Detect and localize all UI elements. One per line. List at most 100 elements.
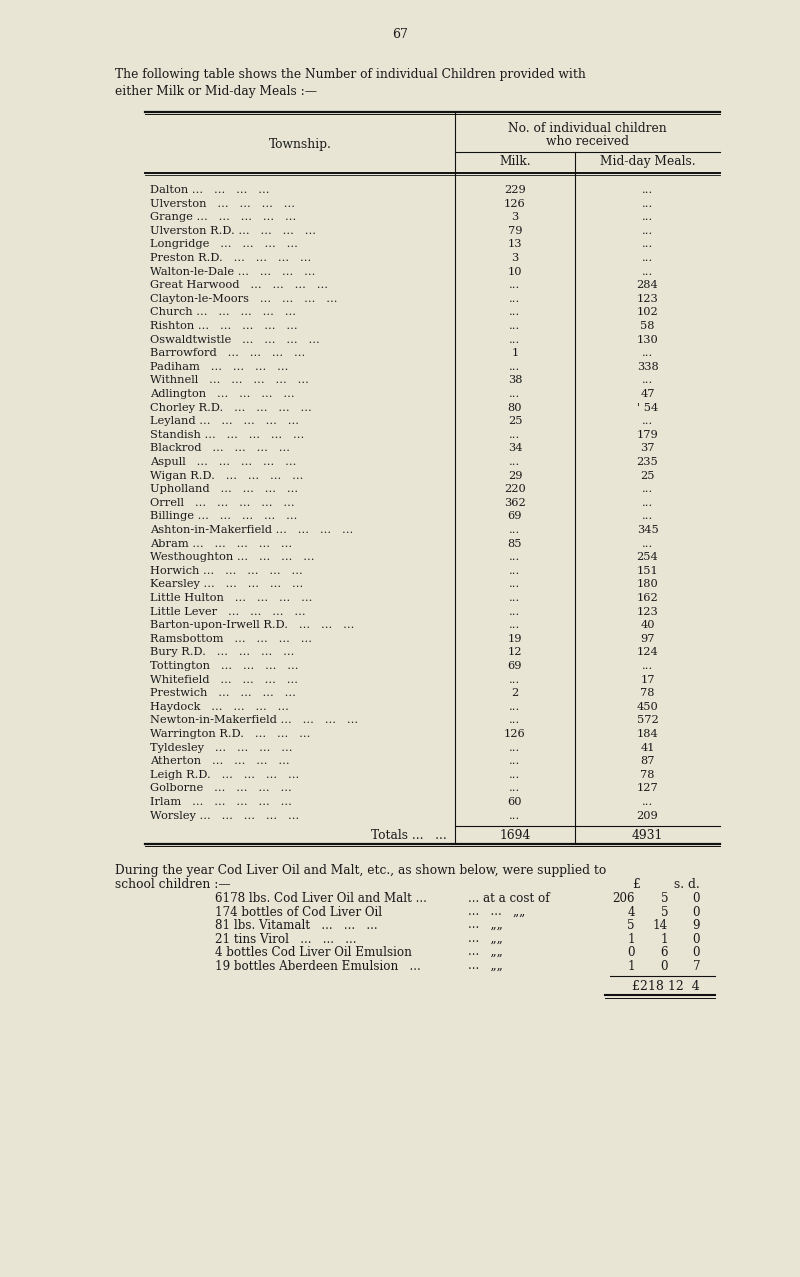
Text: 102: 102 <box>637 308 658 318</box>
Text: Newton-in-Makerfield ...   ...   ...   ...: Newton-in-Makerfield ... ... ... ... <box>150 715 358 725</box>
Text: 362: 362 <box>504 498 526 508</box>
Text: Bury R.D.   ...   ...   ...   ...: Bury R.D. ... ... ... ... <box>150 647 294 658</box>
Text: Tyldesley   ...   ...   ...   ...: Tyldesley ... ... ... ... <box>150 743 293 752</box>
Text: ...: ... <box>642 416 653 427</box>
Text: Warrington R.D.   ...   ...   ...: Warrington R.D. ... ... ... <box>150 729 310 739</box>
Text: 60: 60 <box>508 797 522 807</box>
Text: ...: ... <box>510 552 521 562</box>
Text: 5: 5 <box>627 919 635 932</box>
Text: ...: ... <box>510 430 521 439</box>
Text: 4 bottles Cod Liver Oil Emulsion: 4 bottles Cod Liver Oil Emulsion <box>215 946 412 959</box>
Text: Barton-upon-Irwell R.D.   ...   ...   ...: Barton-upon-Irwell R.D. ... ... ... <box>150 621 354 631</box>
Text: 85: 85 <box>508 539 522 549</box>
Text: Little Lever   ...   ...   ...   ...: Little Lever ... ... ... ... <box>150 607 306 617</box>
Text: No. of individual children: No. of individual children <box>508 123 667 135</box>
Text: 220: 220 <box>504 484 526 494</box>
Text: Ramsbottom   ...   ...   ...   ...: Ramsbottom ... ... ... ... <box>150 633 312 644</box>
Text: 0: 0 <box>693 946 700 959</box>
Text: 0: 0 <box>693 932 700 946</box>
Text: ...: ... <box>510 321 521 331</box>
Text: ...   „„: ... „„ <box>468 960 502 973</box>
Text: 1: 1 <box>627 960 635 973</box>
Text: 78: 78 <box>640 770 654 780</box>
Text: ...: ... <box>642 267 653 277</box>
Text: Prestwich   ...   ...   ...   ...: Prestwich ... ... ... ... <box>150 688 296 699</box>
Text: ...: ... <box>510 525 521 535</box>
Text: ' 54: ' 54 <box>637 402 658 412</box>
Text: ...: ... <box>642 375 653 386</box>
Text: either Milk or Mid-day Meals :—: either Milk or Mid-day Meals :— <box>115 86 317 98</box>
Text: Worsley ...   ...   ...   ...   ...: Worsley ... ... ... ... ... <box>150 811 299 821</box>
Text: ...: ... <box>510 811 521 821</box>
Text: 1: 1 <box>511 349 518 359</box>
Text: 284: 284 <box>637 280 658 290</box>
Text: 0: 0 <box>661 960 668 973</box>
Text: 3: 3 <box>511 253 518 263</box>
Text: ...: ... <box>642 484 653 494</box>
Text: ...: ... <box>510 674 521 684</box>
Text: 69: 69 <box>508 661 522 670</box>
Text: 9: 9 <box>693 919 700 932</box>
Text: ...: ... <box>510 743 521 752</box>
Text: ...: ... <box>510 580 521 590</box>
Text: 97: 97 <box>640 633 654 644</box>
Text: 1: 1 <box>660 932 668 946</box>
Text: The following table shows the Number of individual Children provided with: The following table shows the Number of … <box>115 68 586 80</box>
Text: 126: 126 <box>504 199 526 208</box>
Text: ...   „„: ... „„ <box>468 932 502 946</box>
Text: Preston R.D.   ...   ...   ...   ...: Preston R.D. ... ... ... ... <box>150 253 311 263</box>
Text: 2: 2 <box>511 688 518 699</box>
Text: ...: ... <box>510 621 521 631</box>
Text: Ashton-in-Makerfield ...   ...   ...   ...: Ashton-in-Makerfield ... ... ... ... <box>150 525 354 535</box>
Text: Wigan R.D.   ...   ...   ...   ...: Wigan R.D. ... ... ... ... <box>150 471 303 480</box>
Text: 12: 12 <box>508 647 522 658</box>
Text: Totals ...   ...: Totals ... ... <box>371 829 447 843</box>
Text: 1694: 1694 <box>499 829 530 843</box>
Text: ...: ... <box>642 185 653 195</box>
Text: ...   „„: ... „„ <box>468 919 502 932</box>
Text: Orrell   ...   ...   ...   ...   ...: Orrell ... ... ... ... ... <box>150 498 294 508</box>
Text: Blackrod   ...   ...   ...   ...: Blackrod ... ... ... ... <box>150 443 290 453</box>
Text: Irlam   ...   ...   ...   ...   ...: Irlam ... ... ... ... ... <box>150 797 292 807</box>
Text: ...   „„: ... „„ <box>468 946 502 959</box>
Text: Golborne   ...   ...   ...   ...: Golborne ... ... ... ... <box>150 783 292 793</box>
Text: 79: 79 <box>508 226 522 236</box>
Text: Walton-le-Dale ...   ...   ...   ...: Walton-le-Dale ... ... ... ... <box>150 267 315 277</box>
Text: 41: 41 <box>640 743 654 752</box>
Text: 69: 69 <box>508 511 522 521</box>
Text: ...: ... <box>510 770 521 780</box>
Text: ...: ... <box>510 389 521 398</box>
Text: 123: 123 <box>637 607 658 617</box>
Text: Little Hulton   ...   ...   ...   ...: Little Hulton ... ... ... ... <box>150 593 312 603</box>
Text: 3: 3 <box>511 212 518 222</box>
Text: 25: 25 <box>640 471 654 480</box>
Text: £218 12  4: £218 12 4 <box>632 981 700 994</box>
Text: 4: 4 <box>627 905 635 918</box>
Text: Clayton-le-Moors   ...   ...   ...   ...: Clayton-le-Moors ... ... ... ... <box>150 294 338 304</box>
Text: Dalton ...   ...   ...   ...: Dalton ... ... ... ... <box>150 185 270 195</box>
Text: Grange ...   ...   ...   ...   ...: Grange ... ... ... ... ... <box>150 212 296 222</box>
Text: 4931: 4931 <box>632 829 663 843</box>
Text: Great Harwood   ...   ...   ...   ...: Great Harwood ... ... ... ... <box>150 280 328 290</box>
Text: ... at a cost of: ... at a cost of <box>468 893 550 905</box>
Text: Tottington   ...   ...   ...   ...: Tottington ... ... ... ... <box>150 661 298 670</box>
Text: Westhoughton ...   ...   ...   ...: Westhoughton ... ... ... ... <box>150 552 314 562</box>
Text: 124: 124 <box>637 647 658 658</box>
Text: 151: 151 <box>637 566 658 576</box>
Text: ...: ... <box>642 498 653 508</box>
Text: ...: ... <box>642 199 653 208</box>
Text: Kearsley ...   ...   ...   ...   ...: Kearsley ... ... ... ... ... <box>150 580 303 590</box>
Text: ...: ... <box>510 566 521 576</box>
Text: 6: 6 <box>661 946 668 959</box>
Text: 254: 254 <box>637 552 658 562</box>
Text: 0: 0 <box>693 893 700 905</box>
Text: 572: 572 <box>637 715 658 725</box>
Text: 87: 87 <box>640 756 654 766</box>
Text: ...: ... <box>510 702 521 711</box>
Text: 58: 58 <box>640 321 654 331</box>
Text: ...: ... <box>642 226 653 236</box>
Text: 38: 38 <box>508 375 522 386</box>
Text: ...: ... <box>642 239 653 249</box>
Text: 174 bottles of Cod Liver Oil: 174 bottles of Cod Liver Oil <box>215 905 382 918</box>
Text: ...: ... <box>642 253 653 263</box>
